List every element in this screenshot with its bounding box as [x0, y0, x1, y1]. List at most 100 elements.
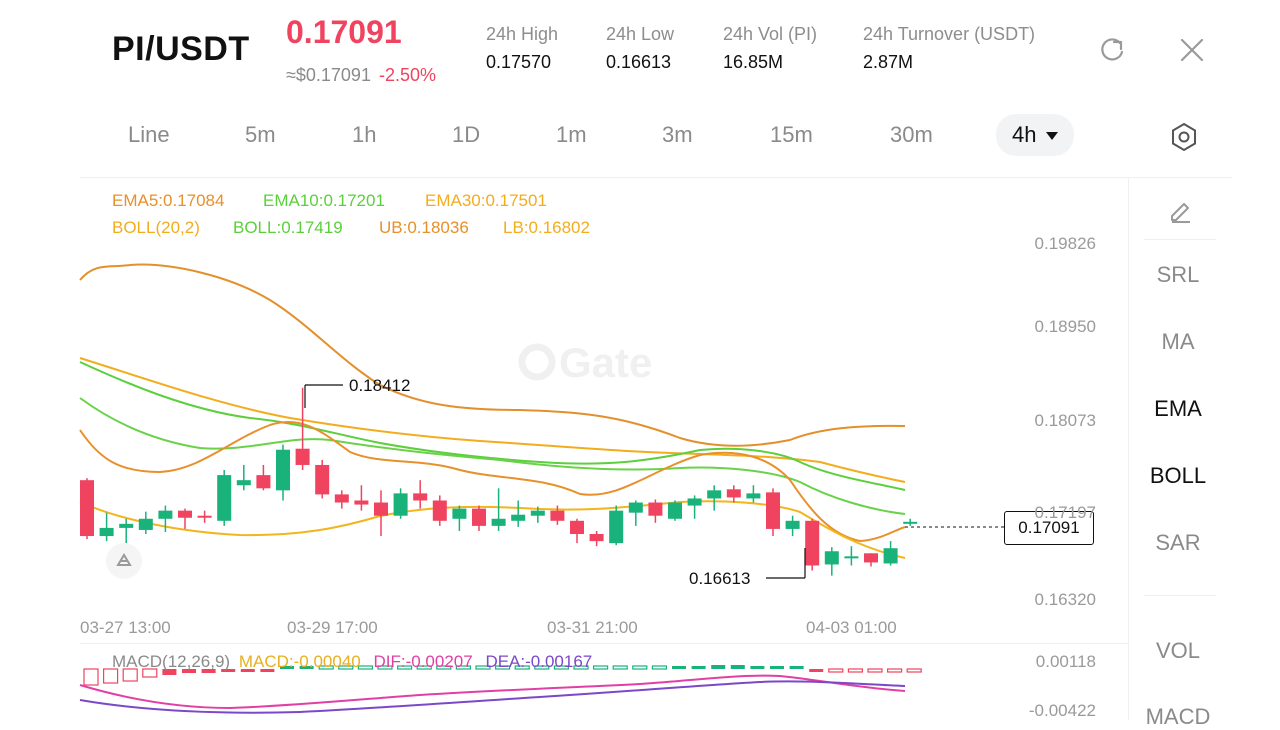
sidebar-item-macd[interactable]: MACD	[1145, 704, 1211, 729]
candle-up	[452, 508, 467, 519]
macd-bar	[162, 669, 177, 675]
candle-up	[276, 449, 290, 491]
divider	[1144, 239, 1216, 240]
boll-upper-line	[79, 263, 906, 447]
candle-down	[295, 448, 310, 465]
macd-bar	[240, 669, 255, 672]
divider	[80, 643, 1128, 644]
pencil-icon[interactable]	[1164, 194, 1196, 226]
macd-bar	[789, 666, 804, 669]
legend-ema5: EMA5:0.17084	[112, 191, 225, 210]
candle-down	[354, 500, 369, 505]
ema5-line	[79, 420, 906, 543]
legend-boll-params: BOLL(20,2)	[112, 218, 200, 237]
macd-bar	[592, 665, 609, 670]
high-marker-label: 0.18412	[349, 376, 411, 395]
candle-down	[80, 480, 94, 537]
tab-line[interactable]: Line	[128, 122, 170, 147]
macd-bar	[867, 668, 883, 673]
macd-label: MACD(12,26,9)	[112, 652, 231, 671]
candle-down	[864, 553, 878, 563]
macd-bar	[397, 665, 413, 670]
tab-1d[interactable]: 1D	[452, 122, 481, 147]
macd-bar	[377, 665, 393, 670]
macd-legend: MACD(12,26,9) MACD:-0.00040 DIF:-0.00207…	[112, 652, 592, 672]
candle-up	[883, 548, 898, 564]
candle-up	[491, 518, 506, 526]
stat-label: 24h Vol (PI)	[723, 24, 818, 44]
settings-icon[interactable]	[1168, 121, 1200, 153]
high-marker	[304, 384, 343, 408]
macd-value: MACD:-0.00040	[238, 652, 361, 671]
tab-15m[interactable]: 15m	[770, 122, 813, 147]
refresh-icon[interactable]	[1096, 34, 1128, 66]
macd-bar	[260, 669, 275, 672]
macd-bar	[475, 665, 491, 670]
close-icon[interactable]	[1176, 34, 1208, 66]
y-tick-label: 0.18073	[1034, 411, 1096, 430]
tab-4h[interactable]: 4h	[996, 114, 1075, 156]
candle-up	[217, 475, 232, 521]
tab-1m[interactable]: 1m	[556, 122, 587, 147]
low-marker	[766, 548, 806, 579]
macd-bar	[416, 665, 432, 670]
candle-up	[668, 502, 682, 519]
candle-up	[903, 521, 918, 524]
stat-value: 0.16613	[606, 52, 672, 72]
macd-bar	[102, 668, 119, 684]
sidebar-item-boll[interactable]: BOLL	[1149, 463, 1207, 488]
tab-3m[interactable]: 3m	[662, 122, 693, 147]
macd-bar	[553, 665, 570, 670]
candle-down	[178, 510, 192, 518]
price-change: -2.50%	[378, 65, 437, 85]
macd-bar	[318, 665, 334, 670]
macd-bar	[730, 665, 745, 669]
macd-bar	[436, 665, 452, 670]
low-marker-label: 0.16613	[689, 569, 751, 588]
macd-bar	[514, 665, 530, 670]
y-tick-label: 0.17197	[1034, 503, 1096, 522]
sidebar-item-ma[interactable]: MA	[1161, 329, 1195, 354]
candle-up	[687, 498, 702, 506]
stat-high: 24h High 0.17570	[486, 24, 558, 73]
tab-30m[interactable]: 30m	[890, 122, 933, 147]
tab-4h-label: 4h	[1012, 122, 1037, 147]
fiat-line: ≈$0.17091 -2.50%	[286, 65, 436, 86]
chart-tool-icon[interactable]	[106, 543, 142, 579]
macd-y-tick-label: 0.00118	[1035, 652, 1096, 671]
macd-bar	[651, 665, 668, 670]
stat-low: 24h Low 0.16613	[606, 24, 674, 73]
candle-down	[805, 520, 820, 566]
candle-up	[746, 493, 761, 499]
candle-down	[550, 510, 565, 521]
candle-up	[236, 480, 251, 486]
candle-up	[707, 490, 722, 499]
sidebar-item-vol[interactable]: VOL	[1155, 638, 1201, 663]
legend-ema10: EMA10:0.17201	[263, 191, 385, 210]
y-tick-label: 0.19826	[1034, 234, 1096, 253]
candles	[80, 387, 918, 576]
tab-1h[interactable]: 1h	[352, 122, 377, 147]
legend-ema30: EMA30:0.17501	[425, 191, 547, 210]
candle-down	[197, 515, 212, 518]
candle-down	[472, 508, 486, 526]
dif-value: DIF:-0.00207	[373, 652, 473, 671]
macd-bar	[672, 666, 686, 669]
macd-y-tick-label: -0.00422	[1028, 701, 1096, 720]
dea-line	[79, 680, 906, 714]
macd-bar	[182, 669, 196, 673]
candle-down	[256, 475, 271, 489]
fiat-price: ≈$0.17091	[286, 65, 371, 85]
sidebar-item-ema[interactable]: EMA	[1154, 396, 1202, 421]
sidebar-item-sar[interactable]: SAR	[1155, 530, 1201, 555]
tab-5m[interactable]: 5m	[245, 122, 276, 147]
macd-bar	[122, 668, 138, 682]
candle-up	[511, 514, 526, 521]
sidebar-item-srl[interactable]: SRL	[1156, 262, 1200, 287]
stat-label: 24h Turnover (USDT)	[863, 24, 1036, 44]
candle-down	[726, 489, 741, 498]
x-tick-label: 03-29 17:00	[287, 618, 378, 637]
divider	[1128, 178, 1129, 720]
last-price-tag: 0.17091	[1004, 511, 1094, 545]
